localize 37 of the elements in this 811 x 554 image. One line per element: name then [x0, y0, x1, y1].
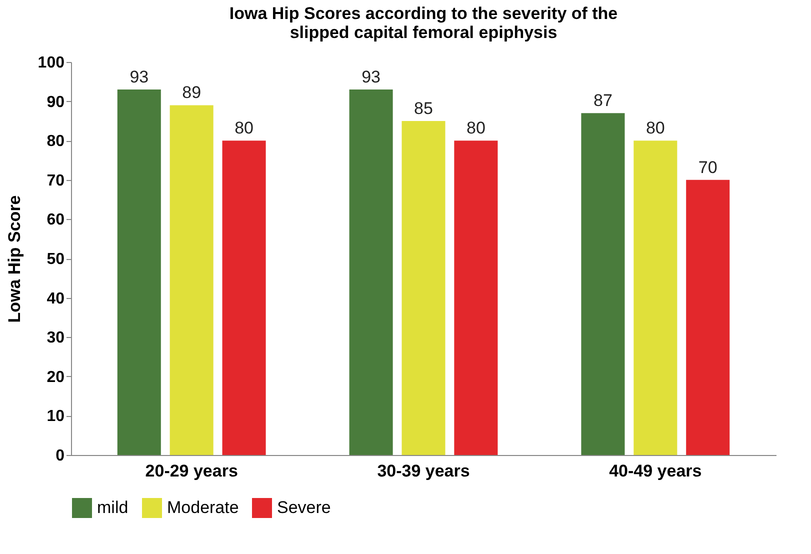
y-tick-label: 0 — [56, 448, 65, 464]
data-label: 80 — [234, 118, 254, 138]
data-label: 89 — [182, 83, 202, 102]
data-label: 87 — [594, 91, 612, 110]
bar — [634, 140, 678, 455]
y-axis-title: Lowa Hip Score — [4, 195, 24, 323]
data-label: 85 — [414, 98, 433, 118]
data-label: 70 — [698, 158, 718, 177]
y-tick-label: 10 — [46, 408, 65, 426]
bar — [581, 113, 625, 455]
bar — [349, 90, 393, 455]
x-tick-label: 40-49 years — [609, 462, 702, 480]
bar — [402, 120, 446, 455]
x-tick-label: 20-29 years — [145, 462, 238, 480]
y-tick-label: 20 — [46, 368, 65, 386]
y-tick-label: 90 — [46, 94, 65, 111]
data-label: 80 — [646, 118, 665, 138]
bar — [222, 140, 266, 455]
bar — [117, 90, 161, 455]
legend-label: mild — [97, 498, 128, 517]
bar — [170, 105, 214, 455]
y-tick-label: 70 — [46, 172, 65, 190]
y-tick-label: 100 — [38, 54, 65, 72]
y-tick-label: 60 — [46, 212, 65, 229]
y-tick-label: 30 — [46, 330, 65, 347]
y-tick-label: 50 — [46, 251, 65, 268]
data-label: 93 — [362, 68, 381, 87]
legend-label: Severe — [277, 498, 331, 517]
data-label: 80 — [466, 118, 486, 138]
y-tick-label: 80 — [46, 133, 65, 150]
x-tick-label: 30-39 years — [377, 462, 470, 480]
legend-label: Moderate — [167, 498, 239, 517]
y-tick-label: 40 — [46, 290, 65, 308]
data-label: 93 — [130, 68, 149, 87]
bar — [686, 180, 730, 455]
bar — [454, 140, 498, 455]
chart-title: Iowa Hip Scores according to the severity of the slipped capital femoral epiphysis — [229, 4, 618, 42]
